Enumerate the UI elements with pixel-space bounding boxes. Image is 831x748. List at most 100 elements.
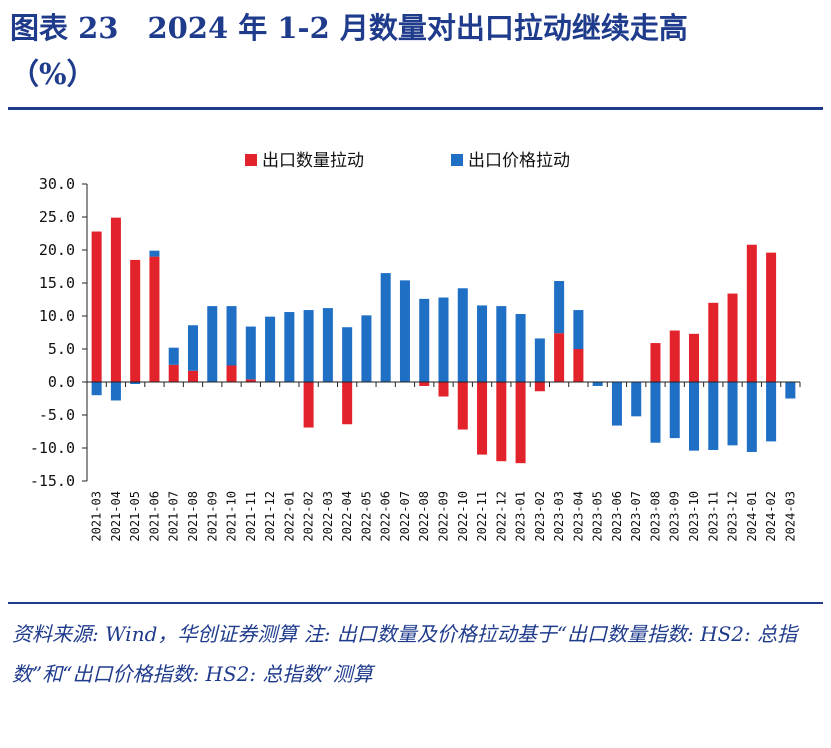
x-tick-label: 2021-05 [128, 491, 142, 542]
x-tick-label: 2022-12 [494, 491, 508, 542]
bar-price-2023-02 [534, 338, 545, 382]
bar-price-2023-01 [515, 314, 526, 382]
x-tick-label: 2022-03 [321, 491, 335, 542]
bar-price-2023-09 [669, 382, 680, 439]
y-tick-label: -5.0 [39, 406, 75, 424]
bar-quantity-2022-09 [438, 382, 449, 397]
chart-title: 图表 23 2024 年 1-2 月数量对出口拉动继续走高 [10, 11, 688, 45]
bar-price-2023-10 [689, 382, 700, 451]
bar-quantity-2021-07 [168, 364, 179, 382]
bar-price-2023-11 [708, 382, 719, 450]
bar-price-2022-11 [477, 305, 488, 382]
bar-price-2021-06 [149, 250, 160, 257]
bar-price-2022-04 [342, 327, 353, 382]
bar-quantity-2023-11 [708, 302, 719, 382]
x-tick-label: 2022-10 [456, 491, 470, 542]
x-tick-label: 2021-08 [186, 491, 200, 542]
bar-quantity-2021-04 [110, 217, 121, 382]
legend-label-2: 出口价格拉动 [468, 151, 570, 171]
y-tick-label: 10.0 [39, 307, 75, 325]
legend-swatch-1 [245, 154, 257, 166]
x-tick-label: 2022-07 [398, 491, 412, 542]
bar-quantity-2021-11 [245, 379, 256, 382]
bar-price-2021-07 [168, 347, 179, 365]
x-tick-label: 2023-02 [533, 491, 547, 542]
bar-quantity-2023-08 [650, 343, 661, 382]
bar-price-2022-01 [284, 312, 295, 382]
bar-quantity-2023-02 [534, 382, 545, 392]
bar-price-2022-07 [399, 280, 410, 382]
y-tick-label: 20.0 [39, 241, 75, 259]
bar-price-2021-11 [245, 326, 256, 380]
bar-price-2023-12 [727, 382, 738, 446]
bar-price-2021-12 [265, 316, 276, 382]
bar-price-2021-08 [187, 325, 198, 371]
bar-price-2021-10 [226, 306, 237, 366]
bar-price-2021-04 [110, 382, 121, 401]
bar-price-2022-03 [322, 308, 333, 382]
bar-price-2023-08 [650, 382, 661, 443]
x-tick-label: 2023-12 [726, 491, 740, 542]
x-tick-label: 2023-03 [552, 491, 566, 542]
x-tick-label: 2023-11 [706, 491, 720, 542]
x-tick-label: 2021-06 [147, 491, 161, 542]
bar-quantity-2023-03 [554, 333, 565, 382]
x-axis: 2021-03 2021-04 2021-05 2021-06 2021-07 2021-… [86, 381, 801, 542]
bar-quantity-2023-12 [727, 293, 738, 382]
bottom-divider [8, 602, 823, 604]
bar-quantity-2024-01 [746, 244, 757, 382]
bar-quantity-2023-09 [669, 330, 680, 382]
y-tick-label: 30.0 [39, 175, 75, 193]
bar-price-2024-02 [766, 382, 777, 442]
x-tick-label: 2024-01 [745, 491, 759, 542]
y-tick-label: -15.0 [30, 472, 75, 490]
x-tick-label: 2023-01 [514, 491, 528, 542]
chart-legend: 出口数量拉动 出口价格拉动 [245, 151, 570, 171]
bar-price-2022-05 [361, 315, 372, 382]
bar-price-2022-12 [496, 306, 507, 382]
x-tick-label: 2023-07 [629, 491, 643, 542]
bar-quantity-2023-04 [573, 349, 584, 382]
y-tick-label: 15.0 [39, 274, 75, 292]
bar-quantity-2023-01 [515, 382, 526, 464]
x-tick-label: 2022-06 [379, 491, 393, 542]
x-tick-label: 2024-02 [764, 491, 778, 542]
stacked-bar-chart: 出口数量拉动 出口价格拉动 30.0 25.0 20.0 15.0 10.0 5.0 0.0 -… [30, 151, 801, 542]
bar-price-2022-02 [303, 310, 314, 382]
bar-price-2023-07 [631, 382, 642, 417]
bar-price-2023-03 [554, 281, 565, 334]
bar-quantity-2021-03 [91, 231, 102, 382]
x-tick-label: 2022-09 [437, 491, 451, 542]
x-tick-label: 2022-01 [282, 491, 296, 542]
bar-quantity-2022-08 [419, 382, 430, 386]
bar-price-2023-06 [611, 382, 622, 426]
bar-price-2021-09 [207, 306, 218, 382]
bar-quantity-2021-06 [149, 256, 160, 382]
bar-price-2024-03 [785, 382, 796, 399]
x-tick-label: 2021-10 [225, 491, 239, 542]
y-tick-label: 25.0 [39, 208, 75, 226]
x-tick-label: 2023-06 [610, 491, 624, 542]
y-tick-label: -10.0 [30, 439, 75, 457]
bar-quantity-2021-08 [187, 370, 198, 382]
y-tick-label: 0.0 [48, 373, 75, 391]
x-tick-label: 2023-09 [668, 491, 682, 542]
bar-quantity-2022-10 [457, 382, 468, 430]
x-tick-label: 2021-11 [244, 491, 258, 542]
bars [91, 217, 796, 464]
x-tick-label: 2022-08 [417, 491, 431, 542]
bar-price-2022-09 [438, 297, 449, 382]
x-tick-label: 2021-09 [205, 491, 219, 542]
legend-label-1: 出口数量拉动 [262, 151, 364, 171]
x-tick-label: 2021-07 [167, 491, 181, 542]
source-note: 资料来源: Wind，华创证券测算 注: 出口数量及价格拉动基于“出口数量指数:… [12, 622, 798, 686]
x-tick-label: 2021-12 [263, 491, 277, 542]
x-tick-label: 2021-03 [90, 491, 104, 542]
bar-price-2022-08 [419, 298, 430, 382]
x-tick-label: 2022-02 [302, 491, 316, 542]
legend-swatch-2 [451, 154, 463, 166]
bar-price-2022-10 [457, 288, 468, 382]
bar-price-2023-05 [592, 382, 603, 386]
x-tick-label: 2023-08 [648, 491, 662, 542]
bar-quantity-2022-12 [496, 382, 507, 462]
